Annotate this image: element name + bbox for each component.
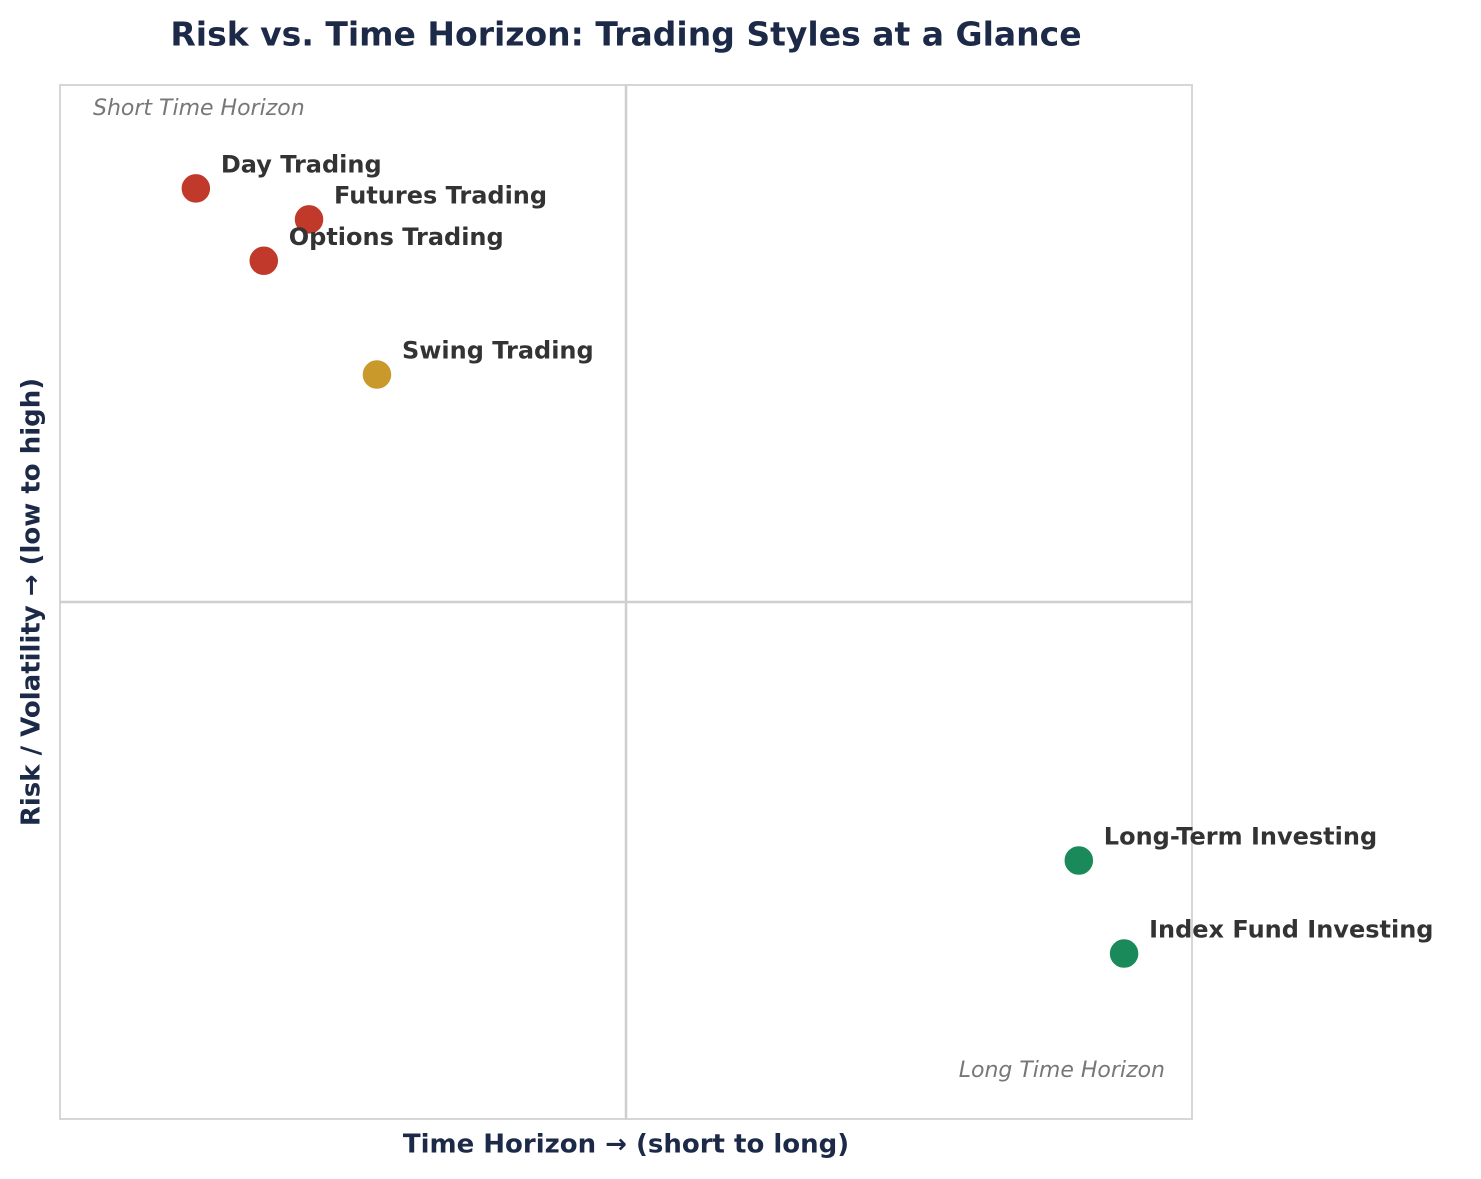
corner-annotation: Long Time Horizon	[959, 1058, 1165, 1083]
point-label: Swing Trading	[402, 337, 594, 365]
point	[1063, 844, 1095, 877]
x-axis-label: Time Horizon → (short to long)	[403, 1130, 849, 1160]
point-label: Index Fund Investing	[1149, 916, 1433, 944]
point	[248, 245, 280, 277]
point-label: Options Trading	[289, 223, 504, 251]
point-label: Day Trading	[221, 150, 382, 178]
point-label: Long-Term Investing	[1104, 823, 1377, 851]
chart-title: Risk vs. Time Horizon: Trading Styles at…	[170, 15, 1081, 54]
point	[361, 358, 393, 391]
point	[1108, 937, 1140, 970]
corner-annotation: Short Time Horizon	[93, 96, 305, 121]
y-axis-label: Risk / Volatility → (low to high)	[17, 378, 47, 826]
point-label: Futures Trading	[334, 181, 547, 209]
point	[293, 203, 325, 236]
point	[180, 172, 212, 205]
